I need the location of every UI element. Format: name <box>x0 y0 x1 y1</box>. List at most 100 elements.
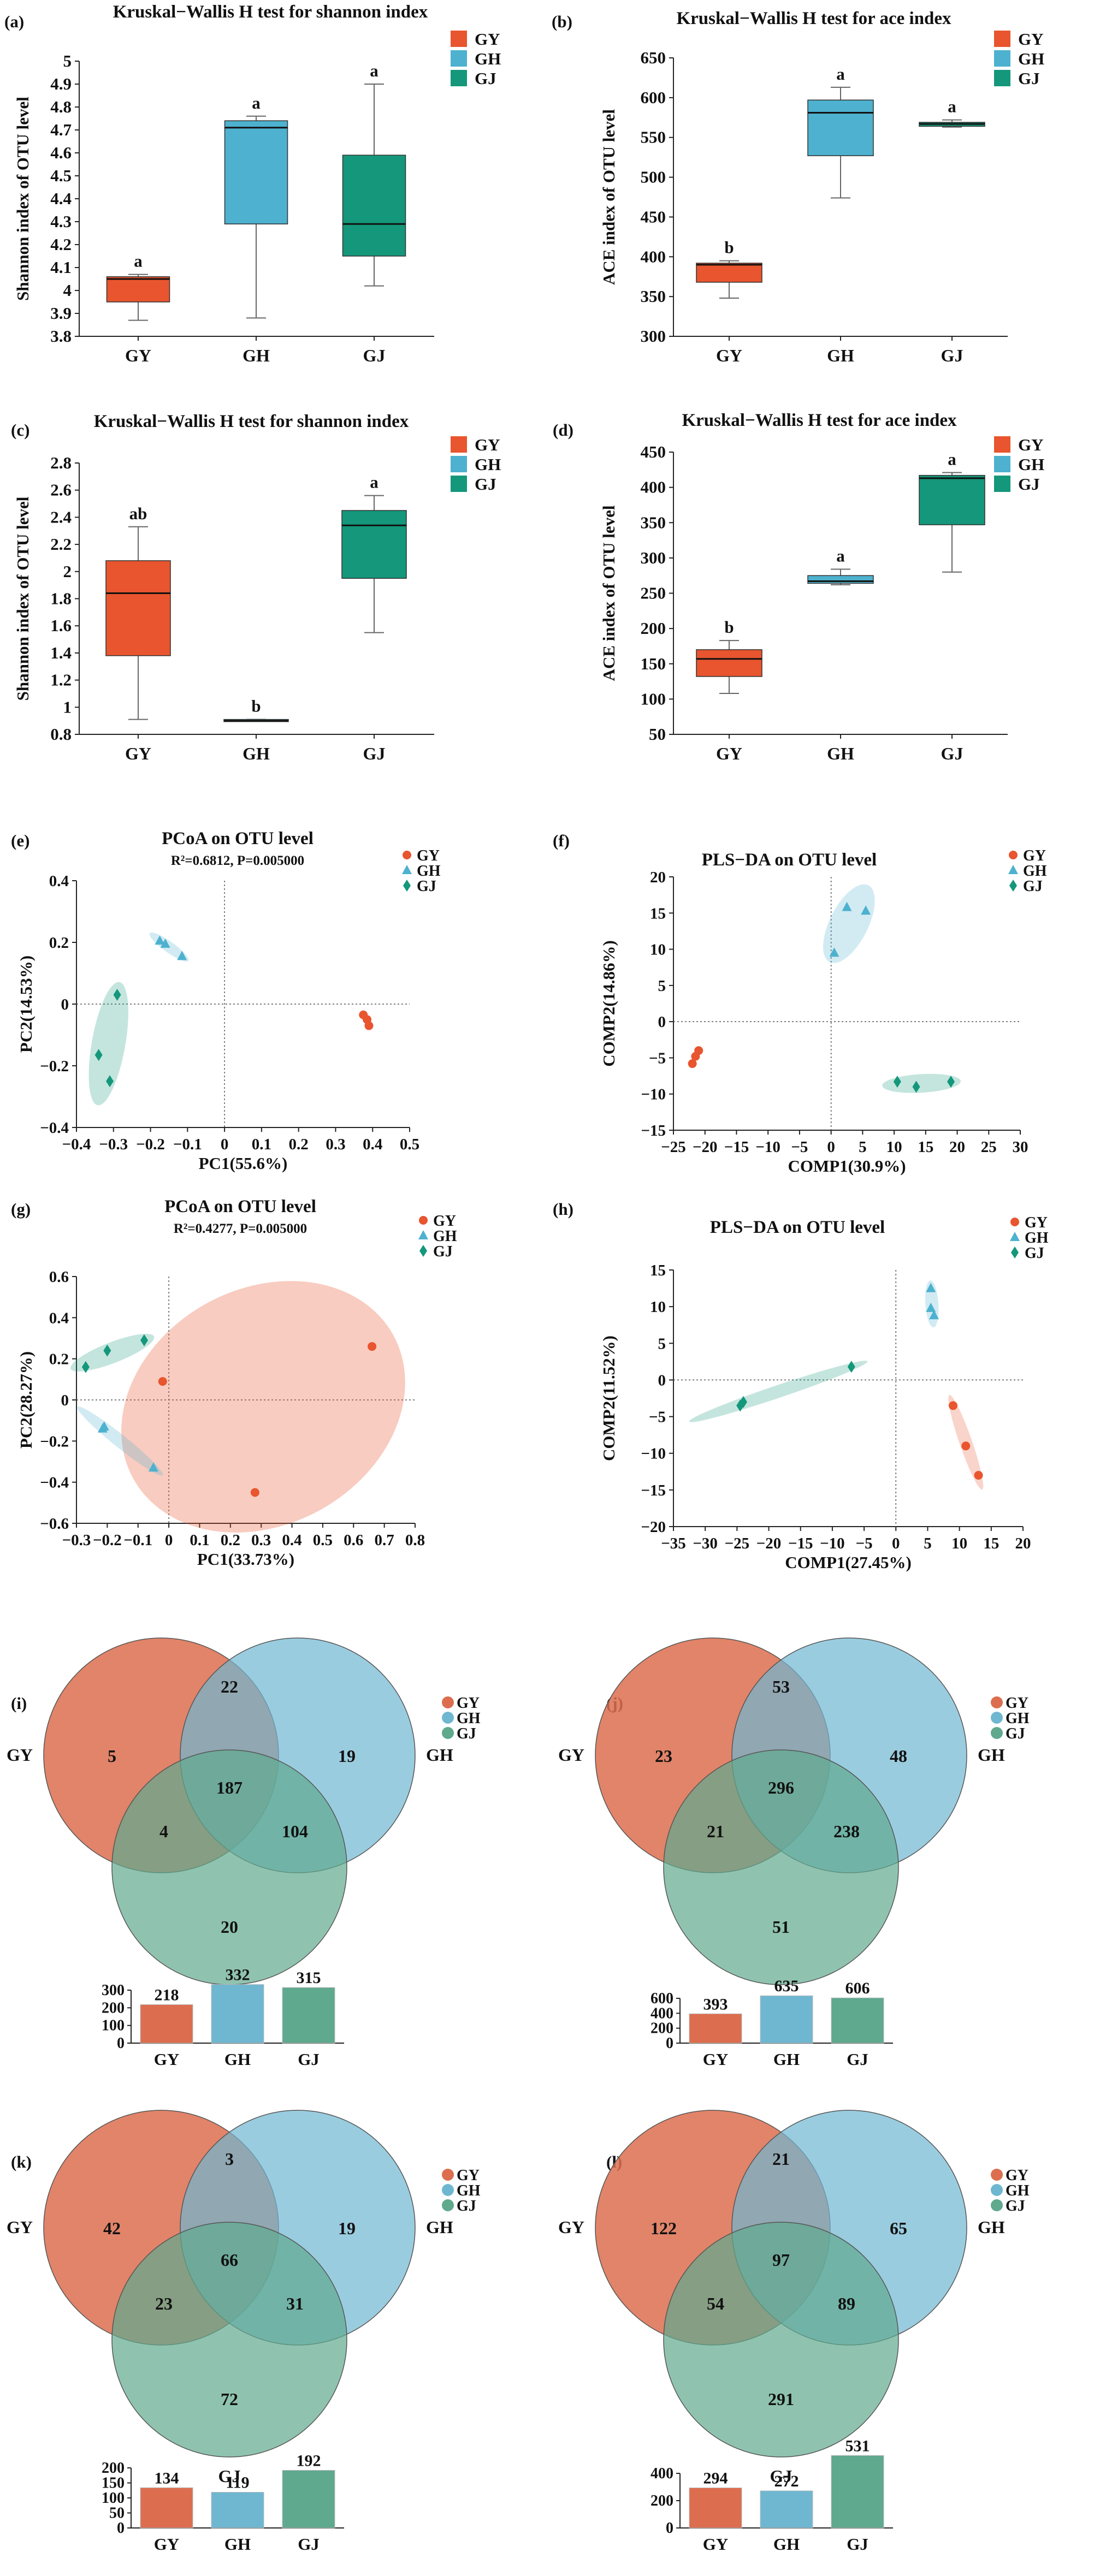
y-tick-label: 650 <box>641 48 666 67</box>
y-tick-label: 10 <box>650 941 666 959</box>
significance-letter: a <box>948 97 956 116</box>
set-name-GY: GY <box>558 1745 584 1765</box>
venn-circle-GJ <box>663 2222 899 2458</box>
venn-count-GY_GH: 22 <box>221 1677 238 1696</box>
legend-label: GH <box>1023 863 1047 880</box>
chart-title: Kruskal−Wallis H test for ace index <box>676 9 951 28</box>
x-tick-label: GJ <box>363 744 386 763</box>
venn-circle-GJ <box>663 1749 899 1985</box>
y-tick-label: −5 <box>649 1409 666 1426</box>
point-GY <box>961 1441 971 1451</box>
legend-label: GH <box>475 49 501 68</box>
x-tick-label: −10 <box>820 1535 845 1552</box>
legend-label: GH <box>1006 2182 1030 2199</box>
significance-letter: b <box>724 238 734 257</box>
bar-category-label: GH <box>773 2535 800 2554</box>
venn-count-GY_GH: 3 <box>225 2149 234 2169</box>
point-GH <box>1008 865 1018 874</box>
y-tick-label: 450 <box>641 207 666 226</box>
bar-GH <box>211 1984 264 2044</box>
y-tick-label: 4.4 <box>50 189 72 208</box>
point-GH <box>418 1230 428 1239</box>
y-tick-label: 20 <box>650 869 666 886</box>
y-tick-label: 2.4 <box>50 507 72 526</box>
x-tick-label: 0 <box>221 1136 229 1153</box>
legend-marker-GJ <box>991 1727 1003 1739</box>
x-tick-label: 30 <box>1013 1138 1028 1156</box>
bar-category-label: GH <box>224 2050 251 2069</box>
y-tick-label: 400 <box>641 478 666 497</box>
set-name-GH: GH <box>978 1745 1005 1765</box>
significance-letter: a <box>134 252 143 271</box>
scatter-6: (g) PCoA on OTU level R²=0.4277, P=0.00500… <box>11 1197 457 1569</box>
x-axis-label: PC1(33.73%) <box>197 1550 294 1569</box>
y-tick-label: 3.9 <box>50 304 72 323</box>
x-tick-label: 0.1 <box>190 1532 209 1549</box>
y-tick-label: −5 <box>649 1049 666 1067</box>
x-tick-label: GY <box>125 744 151 763</box>
x-tick-label: −30 <box>693 1535 718 1552</box>
venn-count-GH_GJ: 31 <box>286 2294 304 2313</box>
legend-swatch-GY <box>451 436 467 453</box>
y-tick-label: 0.4 <box>49 872 69 890</box>
set-name-GH: GH <box>426 2217 453 2237</box>
legend-label: GY <box>433 1213 456 1230</box>
x-tick-label: 25 <box>981 1138 997 1156</box>
bar-category-label: GY <box>154 2535 180 2554</box>
bar-y-tick-label: 0 <box>666 2520 673 2537</box>
legend-label: GH <box>457 2182 481 2199</box>
legend-swatch-GH <box>994 456 1010 472</box>
x-tick-label: 0.2 <box>221 1532 240 1549</box>
venn-9: (j)GYGHGJ2348515321238296GYGHGJ020040060… <box>558 1637 1030 2069</box>
y-tick-label: 400 <box>641 247 666 266</box>
y-tick-label: 2.2 <box>50 535 72 554</box>
y-tick-label: 2 <box>63 562 72 581</box>
box-GY <box>696 263 762 283</box>
panel-label: (e) <box>11 831 29 850</box>
box-GJ <box>341 510 407 579</box>
bar-y-tick-label: 200 <box>102 2460 125 2477</box>
y-tick-label: 50 <box>649 725 666 744</box>
set-name-GH: GH <box>426 1745 453 1765</box>
y-tick-label: 4.1 <box>50 258 72 277</box>
bar-value-label: 315 <box>297 1969 321 1987</box>
y-tick-label: 0 <box>658 1013 666 1031</box>
venn-count-all: 187 <box>216 1778 243 1797</box>
legend-label: GY <box>457 1695 480 1712</box>
x-tick-label: 0.4 <box>363 1136 382 1153</box>
y-tick-label: 0 <box>61 1392 69 1409</box>
point-GJ <box>81 1361 90 1373</box>
scatter-5: (f) PLS−DA on OTU level −25 −20 −15 −10 −5 0 5 10… <box>553 831 1047 1176</box>
y-tick-label: 0.8 <box>50 725 72 744</box>
x-tick-label: GJ <box>363 346 386 365</box>
venn-count-GY_only: 122 <box>651 2218 677 2238</box>
y-tick-label: −15 <box>641 1482 666 1499</box>
x-tick-label: 0 <box>165 1532 173 1549</box>
y-axis-label: PC2(14.53%) <box>16 955 36 1053</box>
legend-marker-GH <box>442 2184 454 2196</box>
point-GY <box>688 1059 697 1069</box>
legend-marker-GH <box>442 1712 454 1724</box>
point-GY <box>158 1377 167 1386</box>
chart-title: PCoA on OTU level <box>162 829 314 848</box>
bar-value-label: 635 <box>774 1977 799 1995</box>
legend-label: GJ <box>1018 69 1040 88</box>
venn-count-all: 296 <box>768 1778 794 1797</box>
x-tick-label: 15 <box>918 1138 933 1156</box>
bar-GY <box>140 2487 193 2528</box>
x-tick-label: −0.3 <box>99 1136 128 1153</box>
legend-label: GJ <box>475 69 496 88</box>
y-axis-label: Shannon index of OTU level <box>13 97 32 301</box>
y-tick-label: 250 <box>641 584 666 603</box>
confidence-ellipse-GJ <box>882 1073 961 1093</box>
legend-label: GJ <box>457 1725 476 1742</box>
legend-label: GY <box>1018 29 1044 49</box>
y-tick-label: 350 <box>641 513 666 532</box>
y-tick-label: 1.8 <box>50 589 72 608</box>
point-GH <box>861 905 871 915</box>
bar-category-label: GY <box>703 2535 729 2554</box>
y-tick-label: 1.6 <box>50 616 72 635</box>
x-tick-label: −0.4 <box>62 1136 91 1153</box>
legend-label: GJ <box>475 474 496 494</box>
legend-swatch-GJ <box>451 70 467 86</box>
